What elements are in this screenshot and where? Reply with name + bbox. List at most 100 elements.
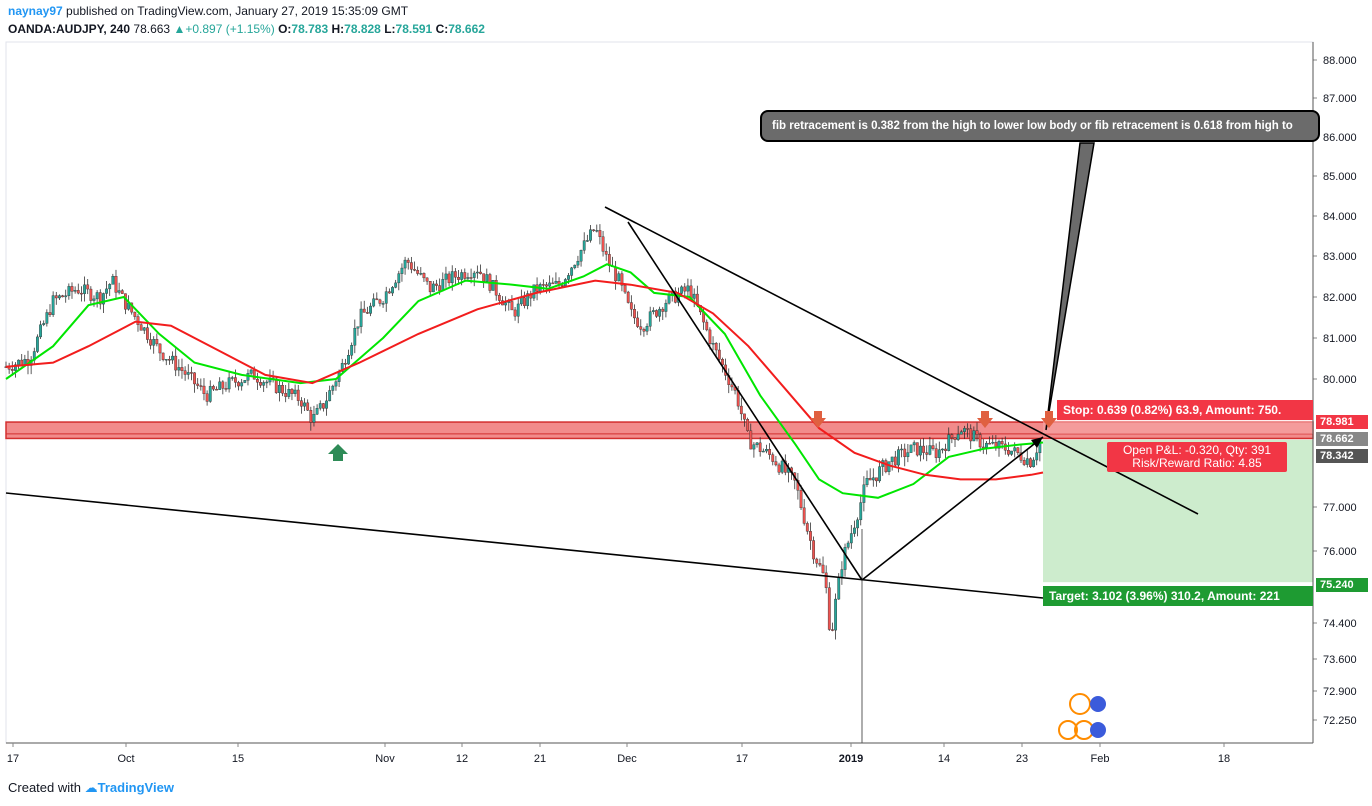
candle-body — [39, 324, 42, 338]
pnl-label[interactable]: Open P&L: -0.320, Qty: 391 Risk/Reward R… — [1107, 442, 1287, 472]
candle-body — [903, 448, 907, 457]
candle-body — [290, 388, 294, 394]
candle-body — [582, 240, 586, 251]
author-link[interactable]: naynay97 — [8, 4, 63, 18]
candle-body — [840, 569, 844, 578]
candle-body — [1029, 458, 1032, 468]
candle-body — [777, 464, 781, 473]
candle-body — [551, 282, 555, 285]
plot-area — [5, 41, 1314, 744]
candle-body — [617, 273, 621, 282]
candle-body — [199, 385, 203, 387]
y-tick-label: 88.000 — [1323, 55, 1357, 67]
candle-body — [92, 298, 96, 301]
candle-body — [403, 259, 407, 269]
candle-body — [42, 323, 46, 325]
x-tick-label: 14 — [938, 753, 950, 765]
candle-body — [296, 389, 300, 401]
open-value: 78.783 — [291, 22, 329, 36]
candle-body — [837, 576, 841, 600]
candle-body — [281, 385, 284, 394]
candle-body — [821, 564, 825, 574]
candle-body — [714, 343, 718, 351]
candle-body — [922, 445, 925, 453]
candle-body — [623, 285, 627, 293]
candle-body — [391, 287, 394, 294]
candle-body — [284, 393, 288, 397]
candle-body — [604, 251, 608, 255]
candle-body — [419, 273, 423, 275]
candle-body — [431, 283, 435, 293]
target-label[interactable]: Target: 3.102 (3.96%) 310.2, Amount: 221 — [1043, 586, 1313, 606]
candle-body — [893, 456, 897, 466]
candle-body — [406, 259, 410, 263]
candle-body — [168, 359, 171, 361]
candle-body — [875, 477, 878, 482]
candle-body — [485, 274, 489, 282]
event-icon — [1069, 693, 1091, 715]
candle-body — [48, 312, 52, 315]
candle-body — [755, 442, 759, 445]
candle-body — [17, 359, 20, 365]
candle-body — [381, 303, 385, 305]
candle-body — [595, 230, 599, 232]
candle-body — [306, 402, 310, 411]
candle-body — [812, 540, 816, 560]
candle-body — [136, 316, 140, 325]
candle-body — [409, 262, 413, 270]
y-tick-label: 84.000 — [1323, 211, 1357, 223]
candle-body — [1010, 450, 1013, 455]
candle-body — [334, 381, 338, 387]
x-tick-label: 12 — [456, 753, 468, 765]
candle-body — [513, 309, 517, 317]
candle-body — [58, 295, 61, 299]
candle-body — [988, 442, 991, 445]
risk-reward-text: Risk/Reward Ratio: 4.85 — [1132, 456, 1262, 470]
candle-body — [941, 448, 944, 451]
candle-body — [475, 271, 479, 274]
candle-body — [771, 454, 775, 462]
last-price-label: 78.342 — [1316, 449, 1368, 463]
candle-body — [54, 295, 58, 299]
candle-body — [805, 523, 809, 532]
candle-body — [479, 271, 482, 274]
candle-body — [224, 388, 228, 390]
candle-body — [343, 363, 347, 365]
candle-body — [856, 519, 859, 529]
candle-body — [186, 372, 190, 375]
candle-body — [774, 461, 778, 466]
close-label: C: — [435, 22, 449, 36]
close-value: 78.662 — [448, 22, 485, 36]
candle-body — [460, 272, 464, 280]
candle-body — [10, 369, 14, 371]
candle-body — [818, 563, 822, 566]
candle-body — [752, 444, 756, 450]
candle-body — [64, 295, 68, 298]
target-price-label: 75.240 — [1316, 578, 1368, 592]
candle-body — [453, 271, 457, 278]
candle-body — [73, 290, 77, 292]
candle-body — [717, 349, 721, 360]
fib-callout[interactable]: fib retracement is 0.382 from the high t… — [760, 110, 1320, 142]
candle-body — [255, 379, 259, 383]
candle-body — [827, 587, 831, 630]
candle-body — [573, 264, 577, 269]
candle-body — [237, 382, 240, 387]
candle-body — [95, 292, 99, 300]
candle-body — [215, 388, 218, 391]
candle-body — [765, 449, 768, 452]
candle-body — [890, 456, 894, 462]
candle-body — [369, 305, 372, 314]
candle-body — [274, 378, 278, 393]
candle-body — [959, 431, 963, 435]
candle-body — [353, 327, 357, 346]
candle-body — [114, 276, 118, 293]
stop-label[interactable]: Stop: 0.639 (0.82%) 63.9, Amount: 750. — [1057, 400, 1313, 420]
candle-body — [180, 367, 184, 371]
up-triangle-icon: ▲ — [173, 22, 186, 36]
candle-body — [780, 460, 784, 473]
candle-body — [1032, 459, 1035, 468]
candle-body — [799, 490, 803, 509]
tradingview-brand[interactable]: TradingView — [97, 780, 174, 795]
